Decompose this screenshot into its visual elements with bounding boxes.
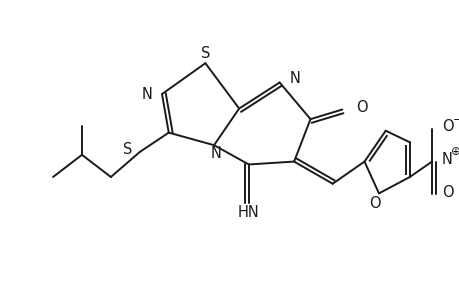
Text: O: O xyxy=(369,196,380,211)
Text: O: O xyxy=(355,100,367,115)
Text: O: O xyxy=(441,185,452,200)
Text: N: N xyxy=(210,146,221,161)
Text: S: S xyxy=(123,142,132,158)
Text: HN: HN xyxy=(237,205,259,220)
Text: N: N xyxy=(141,87,152,102)
Text: −: − xyxy=(452,112,459,126)
Text: N: N xyxy=(289,71,300,86)
Text: N: N xyxy=(441,152,452,167)
Text: O: O xyxy=(441,119,452,134)
Text: S: S xyxy=(200,46,210,61)
Text: ⊕: ⊕ xyxy=(450,146,459,158)
